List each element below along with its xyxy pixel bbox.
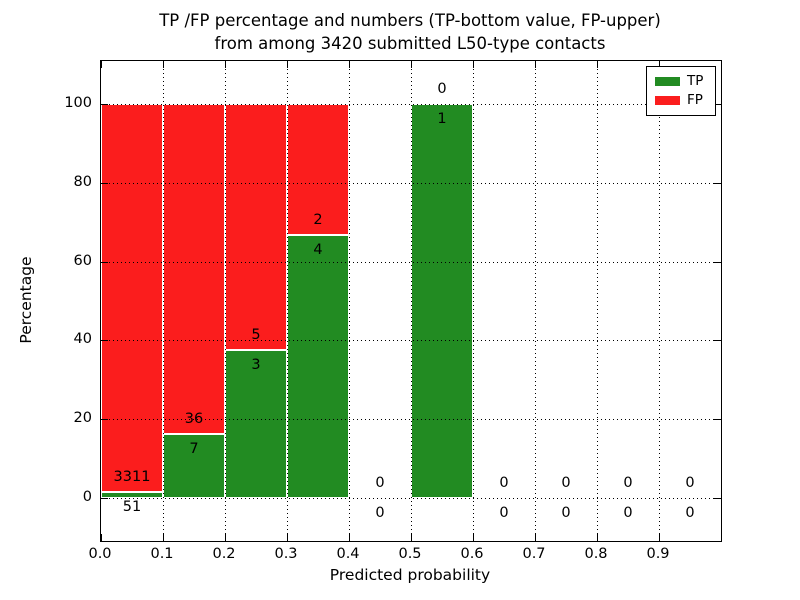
- x-tick-mark: [225, 534, 226, 541]
- y-tick-mark: [101, 182, 108, 184]
- y-tick-label: 80: [73, 173, 92, 190]
- fp-bar: [225, 104, 287, 351]
- x-tick-label: 0.4: [336, 546, 360, 562]
- fp-count-label: 0: [623, 474, 633, 491]
- fp-count-label: 0: [685, 474, 695, 491]
- x-tick-mark-top: [597, 61, 598, 68]
- legend-item-fp: FP: [655, 91, 711, 110]
- x-tick-label: 0.1: [150, 546, 174, 562]
- y-tick-mark-right: [714, 340, 721, 342]
- fp-count-label: 5: [251, 326, 261, 343]
- legend: TP FP: [646, 66, 716, 116]
- x-tick-label: 0.2: [212, 546, 236, 562]
- tp-bar: [163, 433, 225, 498]
- y-tick-mark-right: [714, 497, 721, 499]
- legend-label: TP: [687, 72, 704, 89]
- fp-count-label: 0: [561, 474, 571, 491]
- x-tick-mark: [411, 534, 412, 541]
- fp-count-label: 0: [499, 474, 509, 491]
- legend-swatch-fp: [655, 96, 680, 105]
- tp-count-label: 7: [189, 440, 199, 457]
- y-tick-mark: [101, 497, 108, 499]
- y-tick-label: 60: [73, 252, 92, 269]
- tp-count-label: 0: [375, 504, 385, 521]
- x-gridline: [659, 61, 660, 541]
- x-tick-mark-top: [287, 61, 288, 68]
- x-tick-mark: [535, 534, 536, 541]
- x-tick-label: 0.7: [522, 546, 546, 562]
- tp-count-label: 3: [251, 356, 261, 373]
- tp-count-label: 0: [561, 504, 571, 521]
- y-tick-label: 0: [82, 488, 92, 505]
- x-tick-mark-top: [659, 61, 660, 68]
- y-tick-mark: [101, 104, 108, 106]
- y-tick-mark: [101, 261, 108, 263]
- tp-count-label: 0: [623, 504, 633, 521]
- y-tick-mark-right: [714, 104, 721, 106]
- x-tick-mark-top: [473, 61, 474, 68]
- y-tick-mark: [101, 419, 108, 421]
- x-tick-mark: [287, 534, 288, 541]
- x-gridline: [597, 61, 598, 541]
- y-axis-label: Percentage: [17, 256, 35, 344]
- x-tick-mark-top: [411, 61, 412, 68]
- legend-label: FP: [687, 91, 703, 108]
- tp-count-label: 1: [437, 110, 447, 127]
- x-tick-label: 0.0: [88, 546, 112, 562]
- tp-count-label: 0: [499, 504, 509, 521]
- x-gridline: [411, 61, 412, 541]
- legend-swatch-tp: [655, 77, 680, 86]
- x-tick-label: 0.8: [584, 546, 608, 562]
- y-tick-mark: [101, 340, 108, 342]
- x-tick-mark-top: [225, 61, 226, 68]
- tp-bar: [101, 491, 163, 498]
- chart-title-line2: from among 3420 submitted L50-type conta…: [214, 34, 606, 53]
- x-tick-label: 0.5: [398, 546, 422, 562]
- x-tick-mark-top: [101, 61, 102, 68]
- x-tick-mark: [163, 534, 164, 541]
- x-tick-mark-top: [349, 61, 350, 68]
- x-gridline: [473, 61, 474, 541]
- x-gridline: [163, 61, 164, 541]
- x-tick-mark: [597, 534, 598, 541]
- x-tick-mark: [473, 534, 474, 541]
- x-gridline: [535, 61, 536, 541]
- chart-title-line1: TP /FP percentage and numbers (TP-bottom…: [159, 11, 661, 30]
- chart-title: TP /FP percentage and numbers (TP-bottom…: [0, 9, 800, 55]
- x-tick-mark-top: [535, 61, 536, 68]
- tp-count-label: 0: [685, 504, 695, 521]
- x-gridline: [225, 61, 226, 541]
- fp-bar: [101, 104, 163, 492]
- y-tick-mark-right: [714, 419, 721, 421]
- x-gridline: [287, 61, 288, 541]
- x-tick-label: 0.6: [460, 546, 484, 562]
- x-tick-label: 0.3: [274, 546, 298, 562]
- y-tick-label: 40: [73, 331, 92, 348]
- tp-count-label: 51: [122, 498, 142, 515]
- fp-count-label: 36: [184, 410, 204, 427]
- fp-count-label: 0: [437, 81, 447, 98]
- y-tick-label: 100: [64, 95, 92, 112]
- x-tick-mark: [659, 534, 660, 541]
- plot-area: TP FP 3311 51 36 7 5 3 2 4 0 0 0 1 0 0 0 0 0 0 0 0: [100, 60, 722, 542]
- x-tick-mark: [101, 534, 102, 541]
- y-tick-mark-right: [714, 261, 721, 263]
- y-tick-label: 20: [73, 410, 92, 427]
- fp-count-label: 3311: [113, 468, 151, 485]
- x-tick-label: 0.9: [646, 546, 670, 562]
- fp-bar: [163, 104, 225, 434]
- tp-bar: [287, 235, 349, 498]
- tp-count-label: 4: [313, 242, 323, 259]
- x-gridline: [349, 61, 350, 541]
- fp-count-label: 0: [375, 474, 385, 491]
- y-tick-mark-right: [714, 182, 721, 184]
- x-axis-label: Predicted probability: [329, 566, 491, 584]
- x-tick-mark-top: [163, 61, 164, 68]
- legend-item-tp: TP: [655, 72, 711, 91]
- x-tick-mark: [349, 534, 350, 541]
- tp-bar: [411, 104, 473, 498]
- fp-count-label: 2: [313, 212, 323, 229]
